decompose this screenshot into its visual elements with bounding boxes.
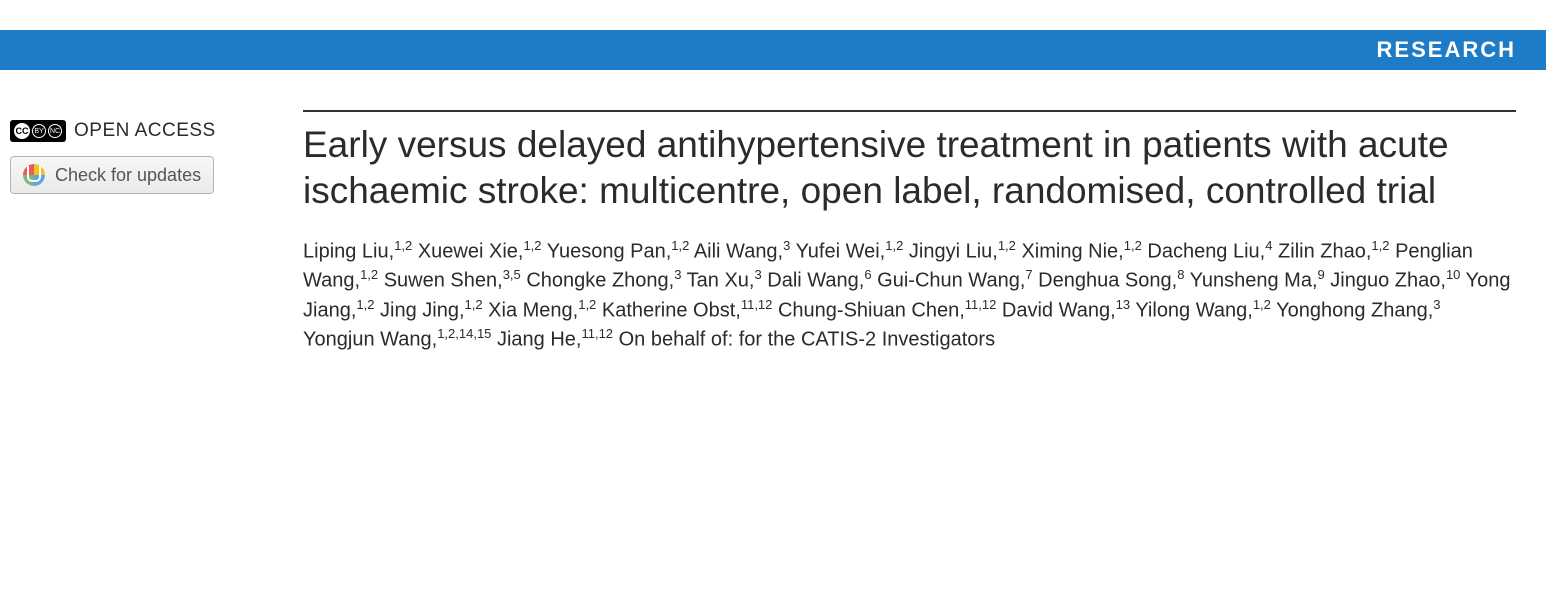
author-affiliation: 4 — [1265, 238, 1272, 253]
author: Liping Liu, — [303, 240, 394, 262]
author: Dacheng Liu, — [1147, 240, 1265, 262]
author-affiliation: 1,2 — [885, 238, 903, 253]
author-affiliation: 6 — [864, 267, 871, 282]
check-for-updates-button[interactable]: Check for updates — [10, 156, 214, 194]
author-affiliation: 11,12 — [965, 297, 997, 312]
author: Yilong Wang, — [1135, 299, 1252, 321]
author: Dali Wang, — [767, 270, 864, 292]
article-title: Early versus delayed antihypertensive tr… — [303, 122, 1516, 215]
author-affiliation: 1,2 — [998, 238, 1016, 253]
author-affiliation: 1,2 — [1371, 238, 1389, 253]
author: Tan Xu, — [687, 270, 755, 292]
author: Yonghong Zhang, — [1276, 299, 1433, 321]
article-main: Early versus delayed antihypertensive tr… — [303, 110, 1516, 355]
open-access-label: OPEN ACCESS — [74, 120, 216, 142]
author-affiliation: 1,2 — [356, 297, 374, 312]
open-access-badge: CC BY NC OPEN ACCESS — [10, 120, 273, 142]
author: Yongjun Wang, — [303, 329, 437, 351]
author-affiliation: 11,12 — [741, 297, 773, 312]
author: David Wang, — [1002, 299, 1116, 321]
author-affiliation: 13 — [1116, 297, 1130, 312]
author: Denghua Song, — [1038, 270, 1177, 292]
author: Yuesong Pan, — [547, 240, 672, 262]
author: Ximing Nie, — [1021, 240, 1123, 262]
author: Jinguo Zhao, — [1330, 270, 1446, 292]
author: Xuewei Xie, — [418, 240, 524, 262]
author-affiliation: 1,2 — [465, 297, 483, 312]
author-list: Liping Liu,1,2 Xuewei Xie,1,2 Yuesong Pa… — [303, 237, 1516, 356]
author-affiliation: 3 — [1433, 297, 1440, 312]
group-authorship: On behalf of: for the CATIS-2 Investigat… — [619, 329, 995, 351]
sidebar: CC BY NC OPEN ACCESS Check for updates — [10, 110, 273, 355]
author: Chongke Zhong, — [526, 270, 674, 292]
author-affiliation: 3,5 — [503, 267, 521, 282]
author: Aili Wang, — [694, 240, 783, 262]
author-affiliation: 9 — [1318, 267, 1325, 282]
check-updates-label: Check for updates — [55, 165, 201, 186]
author-affiliation: 7 — [1025, 267, 1032, 282]
section-label: RESEARCH — [1377, 37, 1516, 63]
author-affiliation: 1,2 — [360, 267, 378, 282]
author: Xia Meng, — [488, 299, 578, 321]
author-affiliation: 1,2 — [523, 238, 541, 253]
author-affiliation: 3 — [783, 238, 790, 253]
author-affiliation: 3 — [754, 267, 761, 282]
author-affiliation: 8 — [1177, 267, 1184, 282]
author-affiliation: 1,2 — [394, 238, 412, 253]
cc-icon: CC — [14, 123, 30, 139]
content-area: CC BY NC OPEN ACCESS Check for updates E… — [0, 70, 1546, 355]
author-affiliation: 1,2 — [578, 297, 596, 312]
author: Jiang He, — [497, 329, 582, 351]
author: Jingyi Liu, — [909, 240, 998, 262]
cc-license-icon: CC BY NC — [10, 120, 66, 142]
author: Yufei Wei, — [796, 240, 886, 262]
author-affiliation: 11,12 — [581, 326, 613, 341]
author-affiliation: 10 — [1446, 267, 1460, 282]
crossmark-icon — [23, 164, 45, 186]
by-icon: BY — [32, 124, 46, 138]
author-affiliation: 1,2,14,15 — [437, 326, 491, 341]
author: Gui-Chun Wang, — [877, 270, 1025, 292]
section-header-bar: RESEARCH — [0, 30, 1546, 70]
author: Yunsheng Ma, — [1190, 270, 1318, 292]
author-affiliation: 1,2 — [671, 238, 689, 253]
author: Zilin Zhao, — [1278, 240, 1371, 262]
author-affiliation: 1,2 — [1253, 297, 1271, 312]
author: Jing Jing, — [380, 299, 465, 321]
author-affiliation: 3 — [674, 267, 681, 282]
author: Katherine Obst, — [602, 299, 741, 321]
author: Suwen Shen, — [384, 270, 503, 292]
author: Chung-Shiuan Chen, — [778, 299, 965, 321]
author-affiliation: 1,2 — [1124, 238, 1142, 253]
nc-icon: NC — [48, 124, 62, 138]
